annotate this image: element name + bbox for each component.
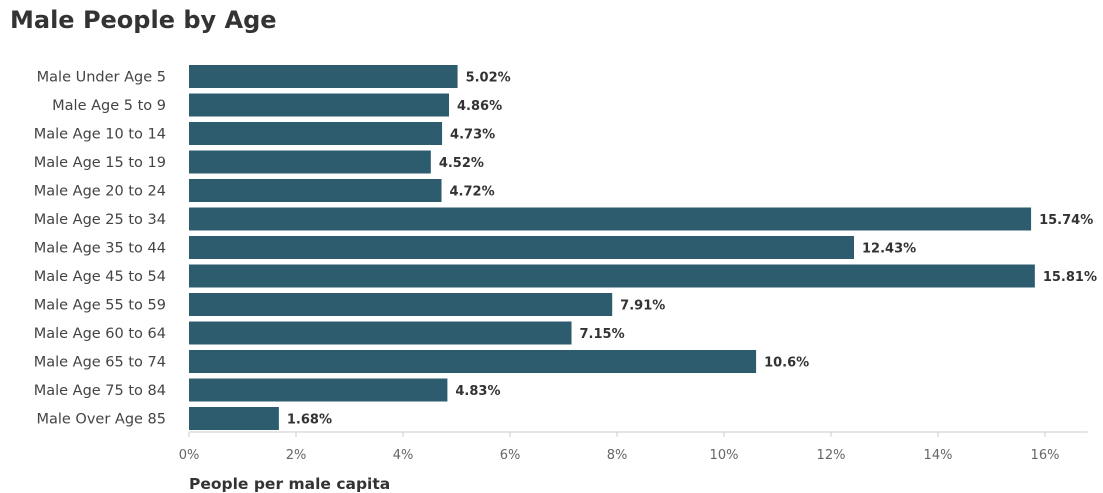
- category-label: Male Age 10 to 14: [34, 127, 166, 143]
- bar: [189, 264, 1035, 288]
- category-label: Male Age 55 to 59: [34, 298, 166, 314]
- value-label: 1.68%: [287, 413, 332, 428]
- x-axis-title: People per male capita: [189, 475, 390, 493]
- x-tick-label: 8%: [607, 448, 628, 463]
- bar: [189, 150, 431, 174]
- x-tick-label: 12%: [817, 448, 846, 463]
- x-tick-label: 10%: [710, 448, 739, 463]
- bar: [189, 293, 613, 316]
- category-label: Male Age 60 to 64: [34, 326, 166, 342]
- bar: [189, 65, 458, 88]
- bar: [189, 93, 450, 117]
- category-label: Male Age 75 to 84: [34, 383, 166, 399]
- value-label: 5.02%: [466, 71, 511, 86]
- bar: [189, 321, 572, 345]
- category-label: Male Over Age 85: [36, 412, 166, 428]
- bar: [189, 236, 855, 259]
- value-label: 15.74%: [1039, 213, 1093, 228]
- bar: [189, 350, 757, 373]
- category-label: Male Age 15 to 19: [34, 155, 166, 171]
- bar: [189, 407, 279, 430]
- value-label: 10.6%: [764, 356, 809, 371]
- x-tick-label: 16%: [1031, 448, 1060, 463]
- chart-title: Male People by Age: [10, 6, 277, 34]
- value-label: 4.52%: [439, 156, 484, 171]
- bar: [189, 207, 1032, 231]
- value-label: 4.83%: [455, 384, 500, 399]
- category-label: Male Age 45 to 54: [34, 269, 166, 285]
- x-tick-label: 14%: [924, 448, 953, 463]
- x-tick-label: 2%: [286, 448, 307, 463]
- category-label: Male Age 35 to 44: [34, 241, 166, 257]
- category-label: Male Age 65 to 74: [34, 355, 166, 371]
- category-label: Male Age 5 to 9: [52, 98, 166, 114]
- value-label: 4.72%: [450, 185, 495, 200]
- bar: [189, 179, 442, 202]
- x-tick-label: 0%: [179, 448, 200, 463]
- category-label: Male Under Age 5: [37, 70, 166, 86]
- value-label: 15.81%: [1043, 270, 1097, 285]
- bar: [189, 378, 448, 402]
- category-label: Male Age 20 to 24: [34, 184, 166, 200]
- value-label: 7.15%: [580, 327, 625, 342]
- value-label: 4.73%: [450, 128, 495, 143]
- value-label: 7.91%: [620, 299, 665, 314]
- category-label: Male Age 25 to 34: [34, 212, 166, 228]
- value-label: 4.86%: [457, 99, 502, 114]
- bar: [189, 122, 443, 145]
- x-tick-label: 6%: [500, 448, 521, 463]
- x-tick-label: 4%: [393, 448, 414, 463]
- value-label: 12.43%: [862, 242, 916, 257]
